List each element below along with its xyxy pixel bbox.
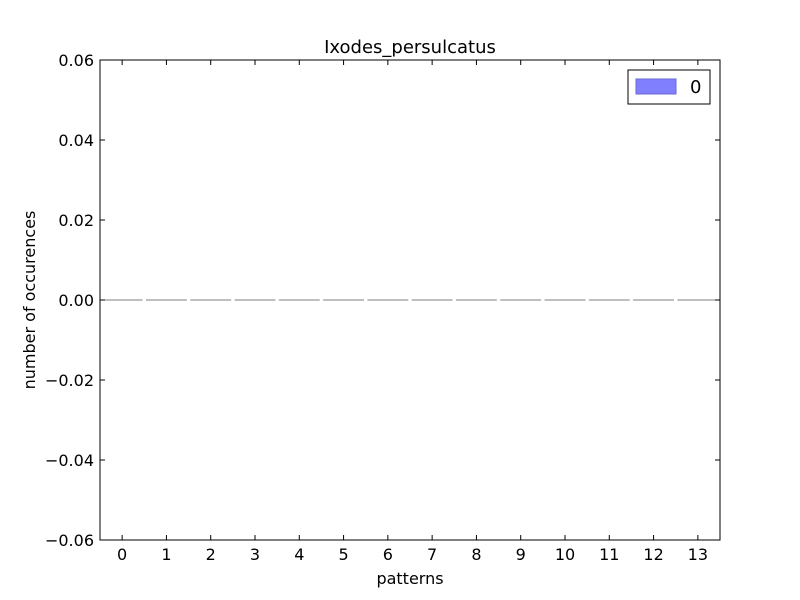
x-tick-label: 9 [516, 545, 526, 564]
chart-title: Ixodes_persulcatus [324, 37, 496, 58]
y-tick-label: 0.06 [58, 51, 94, 70]
x-tick-label: 5 [338, 545, 348, 564]
plot-area-frame [99, 59, 721, 541]
x-tick-label: 8 [471, 545, 481, 564]
x-tick-label: 6 [383, 545, 393, 564]
ticks-layer: 0 1 2 3 4 5 6 7 8 9 10 11 12 13−0.06−0.04−0.020.000.0… [45, 51, 720, 564]
x-tick-label: 3 [250, 545, 260, 564]
x-tick-label: 4 [294, 545, 304, 564]
y-axis-label: number of occurences [20, 211, 39, 390]
x-axis-label: patterns [376, 569, 443, 588]
legend-swatch [635, 78, 677, 95]
x-tick-label: 13 [688, 545, 708, 564]
x-tick-label: 0 [117, 545, 127, 564]
y-tick-label: −0.04 [45, 451, 94, 470]
x-tick-label: 12 [643, 545, 663, 564]
y-tick-label: 0.02 [58, 211, 94, 230]
x-tick-label: 7 [427, 545, 437, 564]
legend-label: 0 [690, 77, 701, 98]
y-tick-label: 0.00 [58, 291, 94, 310]
x-tick-label: 11 [599, 545, 619, 564]
legend: 0 [627, 69, 711, 105]
x-tick-label: 2 [206, 545, 216, 564]
y-tick-label: −0.02 [45, 371, 94, 390]
x-tick-label: 10 [555, 545, 575, 564]
y-tick-label: 0.04 [58, 131, 94, 150]
y-tick-label: −0.06 [45, 531, 94, 550]
x-tick-label: 1 [161, 545, 171, 564]
